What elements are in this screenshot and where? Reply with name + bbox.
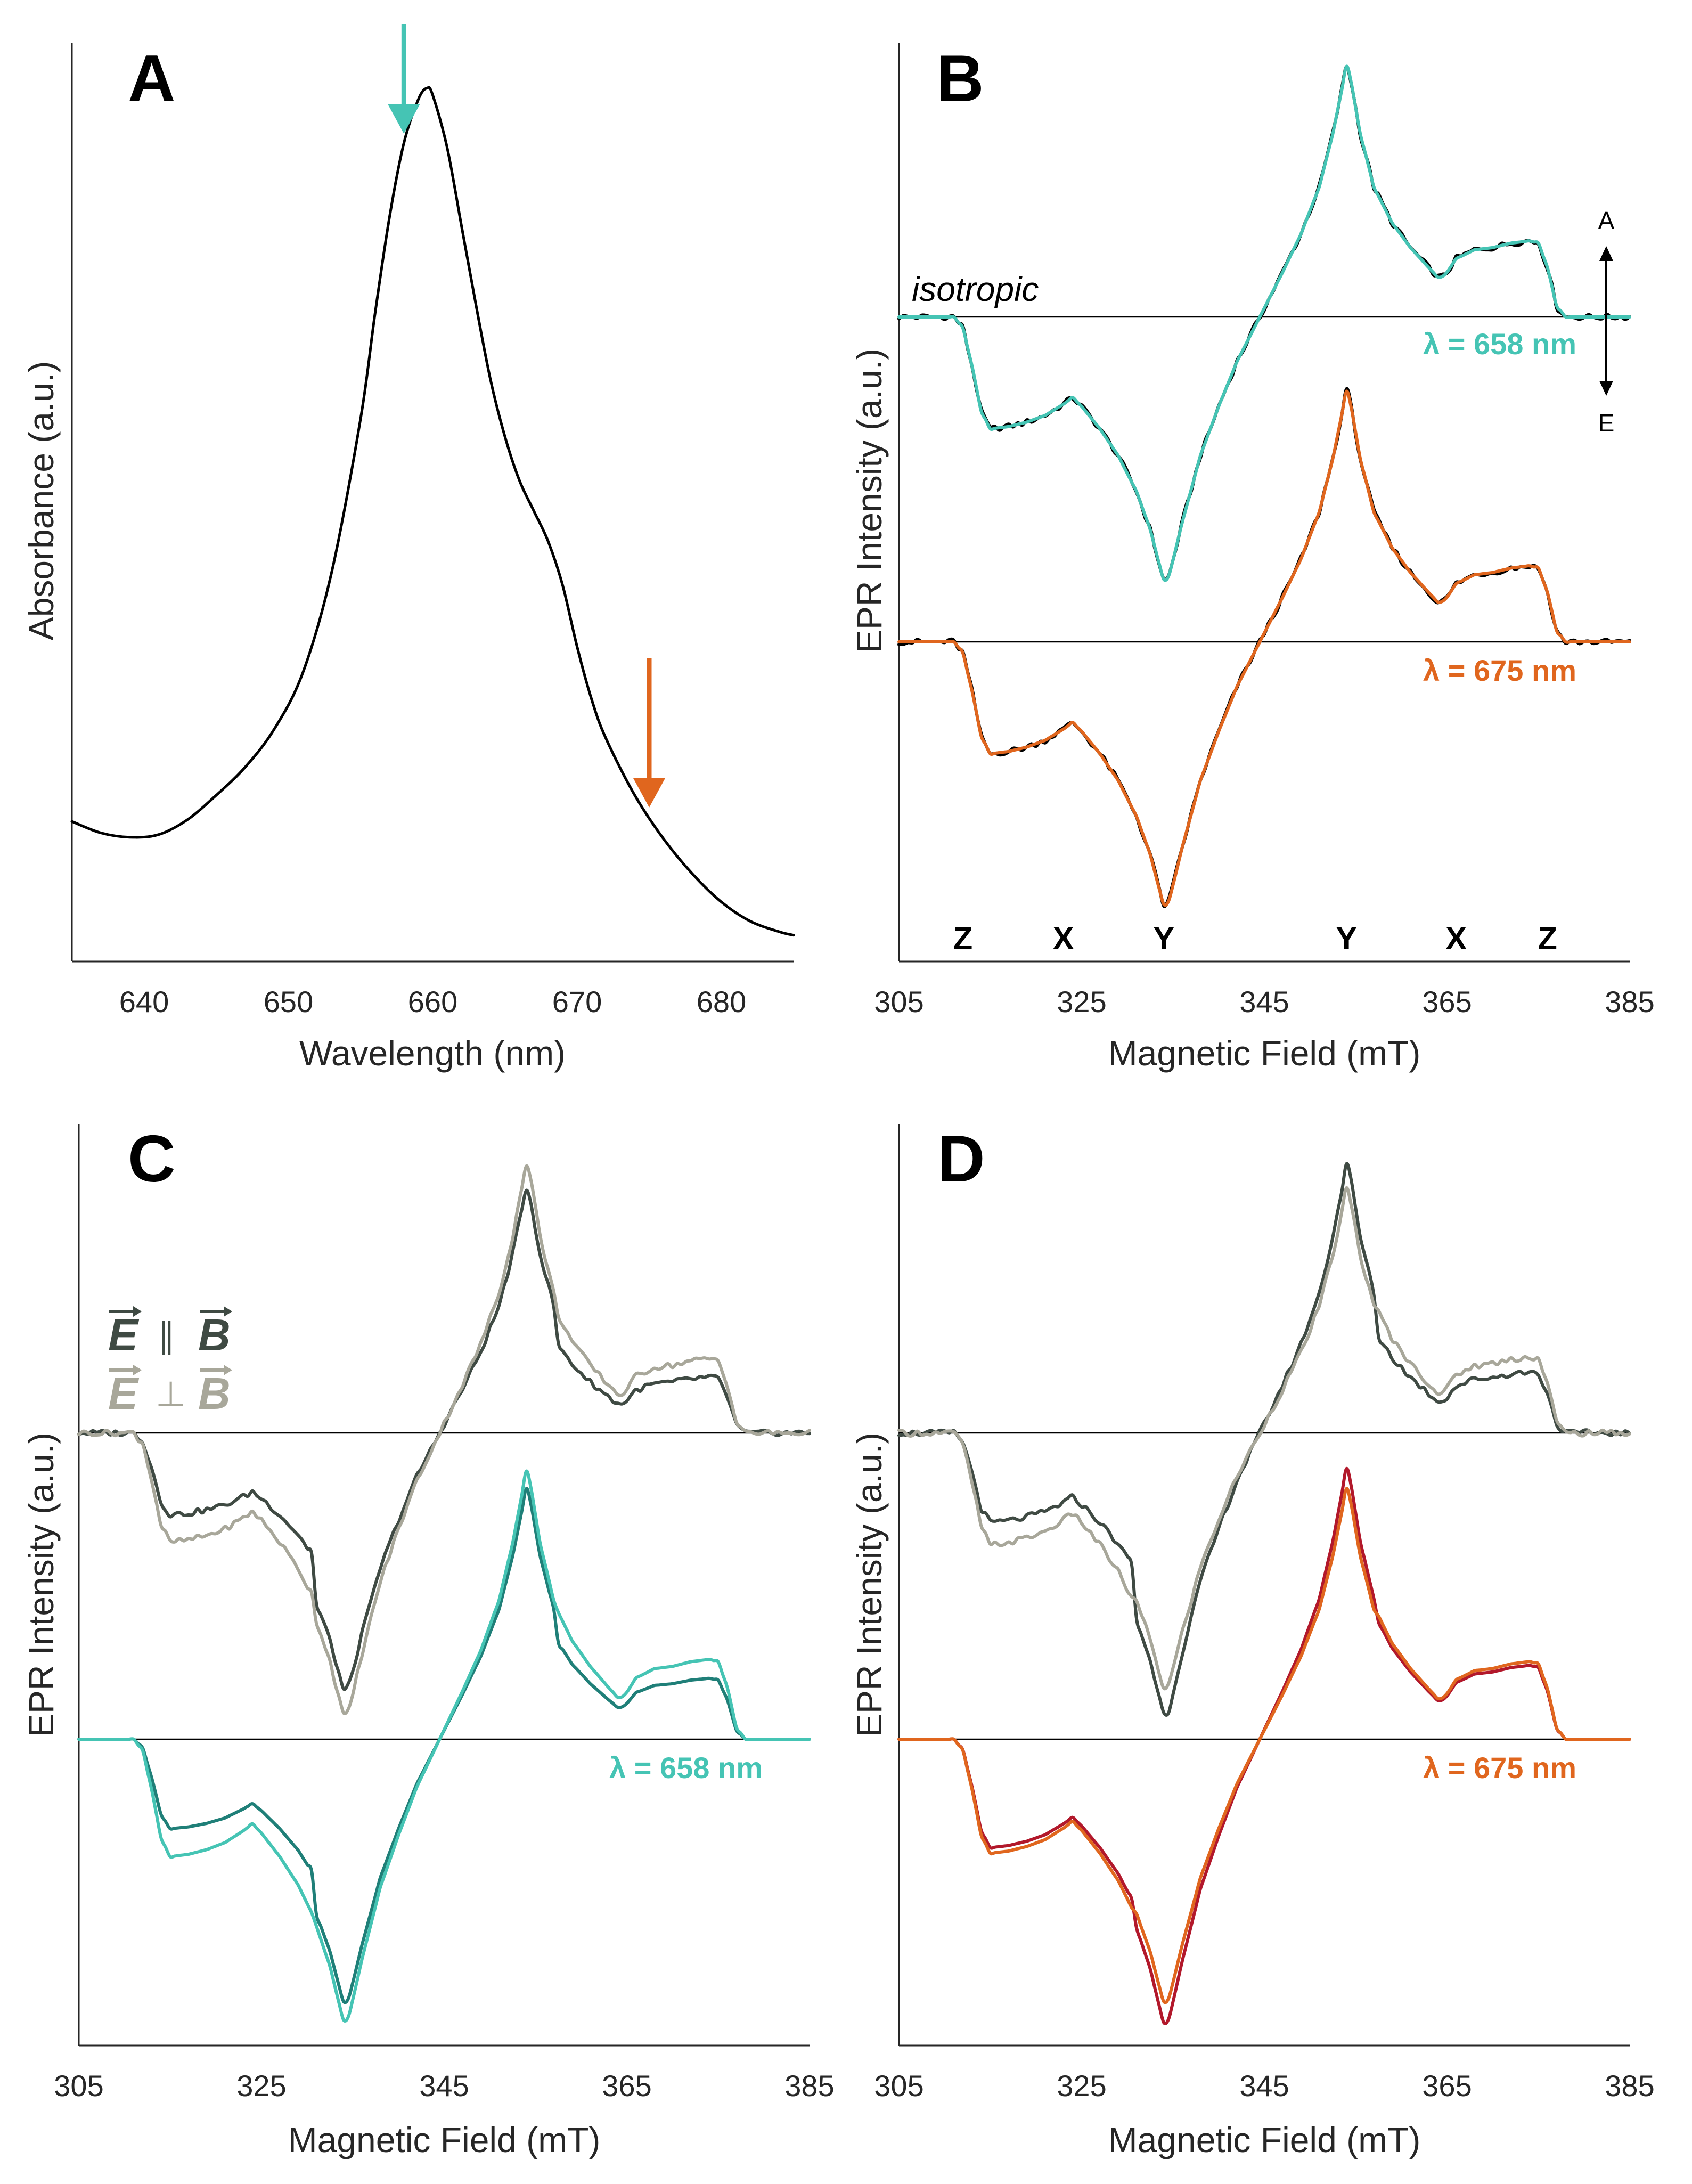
- epr-trace-isotropic-675: [897, 387, 1631, 908]
- epr-trace-perpendicular-upper: [77, 1164, 811, 1715]
- panel-b-x-label: Magnetic Field (mT): [1108, 1033, 1421, 1073]
- panel-c-letter: C: [128, 1122, 176, 1196]
- panel-b-x-ticks: 305 325 345 365 385: [874, 985, 1654, 1018]
- canonical-label: Z: [953, 920, 973, 956]
- panel-b-isotropic-label: isotropic: [912, 270, 1039, 308]
- legend-parallel-symbol: ∥: [158, 1315, 175, 1356]
- panel-b-label-675: λ = 675 nm: [1423, 654, 1576, 687]
- x-tick-label: 385: [784, 2069, 834, 2102]
- epr-trace-658: [897, 64, 1631, 582]
- vector-arrowhead-b2: [224, 1365, 232, 1375]
- panel-c: C 305 325 345 365 385 Magnetic Field (mT) EP…: [21, 1122, 835, 2159]
- epr-trace-perpendicular-upper: [897, 1186, 1631, 1691]
- panel-d-y-label: EPR Intensity (a.u.): [849, 1432, 889, 1737]
- vector-arrowhead-b1: [224, 1306, 232, 1317]
- x-tick-label: 325: [236, 2069, 286, 2102]
- panel-a-y-label: Absorbance (a.u.): [21, 361, 61, 641]
- panel-d-x-label: Magnetic Field (mT): [1108, 2120, 1421, 2159]
- x-tick-label: 660: [408, 985, 457, 1018]
- panel-c-legend: E ∥ B E ⊥ B: [108, 1306, 232, 1419]
- canonical-label: Y: [1153, 920, 1174, 956]
- panel-d-label-675: λ = 675 nm: [1423, 1751, 1576, 1784]
- legend-parallel-e: E: [108, 1310, 140, 1360]
- panel-b-label-658: λ = 658 nm: [1423, 327, 1576, 361]
- panel-a-x-ticks: 640 650 660 670 680: [119, 985, 746, 1018]
- epr-trace-675: [897, 389, 1631, 907]
- absorption-label: A: [1598, 207, 1615, 234]
- epr-trace-parallel-675: [897, 1466, 1631, 2025]
- x-tick-label: 670: [552, 985, 602, 1018]
- panel-c-traces: [77, 1164, 811, 2023]
- legend-perp-b: B: [198, 1368, 231, 1419]
- legend-perp-symbol: ⊥: [156, 1374, 186, 1415]
- panel-d-traces: [897, 1162, 1631, 2025]
- panel-a-arrows: [388, 24, 665, 808]
- x-tick-label: 365: [1422, 2069, 1472, 2102]
- panel-c-x-ticks: 305 325 345 365 385: [54, 2069, 834, 2102]
- emission-label: E: [1598, 409, 1615, 437]
- x-tick-label: 325: [1057, 985, 1106, 1018]
- epr-trace-parallel-upper: [77, 1188, 811, 1691]
- x-tick-label: 640: [119, 985, 169, 1018]
- panel-c-x-label: Magnetic Field (mT): [288, 2120, 601, 2159]
- x-tick-label: 650: [264, 985, 313, 1018]
- x-tick-label: 345: [419, 2069, 469, 2102]
- x-tick-label: 305: [874, 985, 923, 1018]
- panel-b-letter: B: [936, 42, 984, 116]
- epr-trace-isotropic-658: [897, 64, 1631, 582]
- panel-a-absorbance-line: [70, 86, 795, 937]
- x-tick-label: 385: [1605, 2069, 1654, 2102]
- canonical-label: Y: [1336, 920, 1357, 956]
- arrow-down-icon: [633, 778, 665, 808]
- canonical-label: Z: [1538, 920, 1557, 956]
- x-tick-label: 345: [1239, 2069, 1289, 2102]
- panel-a-x-label: Wavelength (nm): [299, 1033, 566, 1073]
- panel-d-x-ticks: 305 325 345 365 385: [874, 2069, 1654, 2102]
- epr-trace-parallel-658: [77, 1487, 811, 2004]
- absorption-emission-indicator: A E: [1598, 207, 1615, 437]
- arrow-down-icon: [1599, 381, 1613, 396]
- x-tick-label: 305: [874, 2069, 923, 2102]
- epr-trace-perpendicular-658: [77, 1469, 811, 2023]
- epr-trace-perpendicular-675: [897, 1487, 1631, 2004]
- panel-b: B 305 325 345 365 385 Magnetic Field (mT) EP…: [849, 42, 1655, 1073]
- legend-perp-e: E: [108, 1368, 140, 1419]
- panel-a: A 640 650 660 670 680 Wavelength (nm) Absorb…: [21, 24, 795, 1073]
- canonical-label: X: [1053, 920, 1074, 956]
- x-tick-label: 365: [1422, 985, 1472, 1018]
- panel-c-label-658: λ = 658 nm: [609, 1751, 763, 1784]
- panel-d-letter: D: [937, 1122, 985, 1196]
- panel-a-letter: A: [128, 42, 176, 116]
- panel-d: D 305 325 345 365 385 Magnetic Field (mT) EP…: [849, 1122, 1655, 2159]
- x-tick-label: 365: [602, 2069, 651, 2102]
- legend-perpendicular: E ⊥ B: [108, 1365, 232, 1419]
- canonical-label: X: [1445, 920, 1467, 956]
- x-tick-label: 325: [1057, 2069, 1106, 2102]
- arrow-up-icon: [1599, 246, 1613, 261]
- x-tick-label: 385: [1605, 985, 1654, 1018]
- panel-b-traces: [897, 64, 1631, 908]
- epr-trace-parallel-upper: [897, 1162, 1631, 1717]
- legend-parallel-b: B: [198, 1310, 231, 1360]
- legend-parallel: E ∥ B: [108, 1306, 232, 1360]
- vector-arrowhead-e1: [133, 1306, 142, 1317]
- x-tick-label: 680: [697, 985, 746, 1018]
- arrow-down-icon: [388, 104, 420, 134]
- panel-c-y-label: EPR Intensity (a.u.): [21, 1432, 61, 1737]
- vector-arrowhead-e2: [133, 1365, 142, 1375]
- panel-b-y-label: EPR Intensity (a.u.): [849, 348, 889, 653]
- x-tick-label: 305: [54, 2069, 103, 2102]
- x-tick-label: 345: [1239, 985, 1289, 1018]
